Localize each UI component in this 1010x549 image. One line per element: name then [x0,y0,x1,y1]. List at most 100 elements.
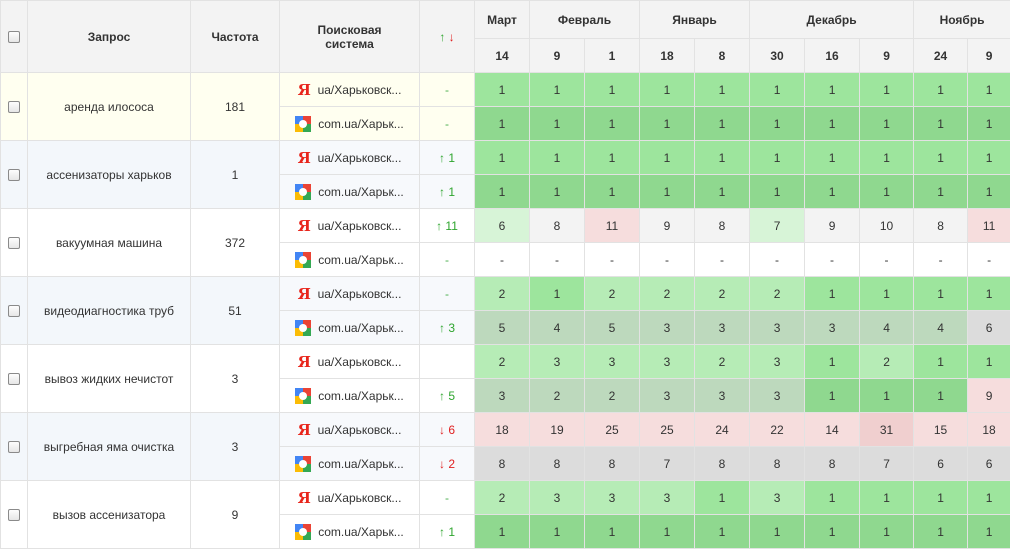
position-cell: 1 [860,107,914,141]
position-change: ↑ 11 [420,209,475,243]
position-cell: - [695,243,750,277]
position-cell: 8 [475,447,530,481]
position-cell: 1 [860,175,914,209]
position-cell: 1 [530,175,585,209]
position-cell: 1 [530,515,585,549]
search-engine-cell[interactable]: com.ua/Харьк... [280,175,420,209]
position-change: ↑ 1 [420,141,475,175]
date-column-header[interactable]: 24 [914,39,968,73]
position-cell: - [914,243,968,277]
position-cell: 7 [640,447,695,481]
position-cell: 7 [860,447,914,481]
position-cell: 8 [585,447,640,481]
search-engine-cell[interactable]: com.ua/Харьк... [280,243,420,277]
row-select-cell[interactable] [1,73,28,141]
row-select-cell[interactable] [1,413,28,481]
position-cell: 3 [475,379,530,413]
row-checkbox[interactable] [8,169,20,181]
search-engine-cell[interactable]: com.ua/Харьк... [280,311,420,345]
position-change: - [420,73,475,107]
position-cell: - [475,243,530,277]
position-cell: 19 [530,413,585,447]
position-cell: 1 [640,107,695,141]
query-text: аренда илососа [28,73,191,141]
position-cell: 3 [530,345,585,379]
row-checkbox[interactable] [8,441,20,453]
query-column-header[interactable]: Запрос [28,1,191,73]
position-cell: 1 [750,141,805,175]
frequency-value: 9 [191,481,280,549]
position-cell: 3 [640,379,695,413]
position-cell: 3 [805,311,860,345]
row-select-cell[interactable] [1,345,28,413]
select-all-cell[interactable] [1,1,28,73]
position-cell: 1 [475,515,530,549]
row-checkbox[interactable] [8,101,20,113]
date-column-header[interactable]: 30 [750,39,805,73]
date-column-header[interactable]: 9 [968,39,1010,73]
position-cell: 1 [968,345,1010,379]
engine-column-header[interactable]: Поисковая система [280,1,420,73]
freq-column-header[interactable]: Частота [191,1,280,73]
position-cell: 2 [585,277,640,311]
search-engine-cell[interactable]: com.ua/Харьк... [280,515,420,549]
date-column-header[interactable]: 8 [695,39,750,73]
position-cell: 1 [805,515,860,549]
date-column-header[interactable]: 1 [585,39,640,73]
position-cell: 1 [805,73,860,107]
position-cell: 1 [695,515,750,549]
search-engine-cell[interactable]: com.ua/Харьк... [280,379,420,413]
position-cell: 1 [640,515,695,549]
search-engine-name: ua/Харьковск... [318,83,402,97]
date-column-header[interactable]: 18 [640,39,695,73]
yandex-icon: Я [298,422,311,438]
position-cell: 1 [805,175,860,209]
row-select-cell[interactable] [1,481,28,549]
position-change: - [420,481,475,515]
search-engine-name: com.ua/Харьк... [318,525,404,539]
date-column-header[interactable]: 9 [530,39,585,73]
date-column-header[interactable]: 9 [860,39,914,73]
position-cell: 1 [695,481,750,515]
search-engine-cell[interactable]: com.ua/Харьк... [280,107,420,141]
row-select-cell[interactable] [1,141,28,209]
select-all-checkbox[interactable] [8,31,20,43]
position-cell: 1 [530,107,585,141]
date-column-header[interactable]: 14 [475,39,530,73]
position-cell: 1 [914,175,968,209]
row-select-cell[interactable] [1,209,28,277]
row-checkbox[interactable] [8,305,20,317]
position-cell: 8 [695,447,750,481]
row-checkbox[interactable] [8,237,20,249]
sort-down-icon: ↓ [449,30,455,44]
position-cell: 3 [695,311,750,345]
position-cell: 1 [805,345,860,379]
frequency-value: 51 [191,277,280,345]
position-change: ↓ 2 [420,447,475,481]
position-cell: 1 [860,141,914,175]
position-cell: 1 [914,515,968,549]
position-cell: 1 [585,73,640,107]
position-cell: 8 [914,209,968,243]
position-cell: 1 [530,141,585,175]
change-sort-header[interactable]: ↑ ↓ [420,1,475,73]
position-cell: 1 [585,141,640,175]
row-checkbox[interactable] [8,373,20,385]
position-cell: 2 [640,277,695,311]
row-select-cell[interactable] [1,277,28,345]
search-engine-cell[interactable]: com.ua/Харьк... [280,447,420,481]
position-cell: 8 [695,209,750,243]
row-checkbox[interactable] [8,509,20,521]
date-column-header[interactable]: 16 [805,39,860,73]
position-cell: 5 [475,311,530,345]
